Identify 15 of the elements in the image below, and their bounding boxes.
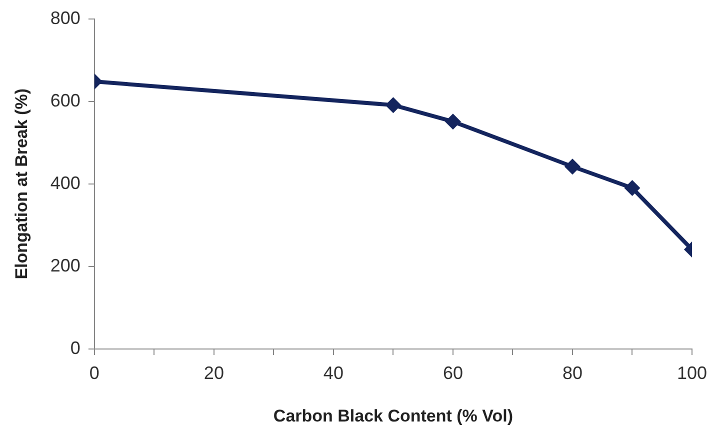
y-tick-label: 0 — [70, 338, 80, 358]
y-axis-title: Elongation at Break (%) — [12, 88, 31, 280]
y-tick-label: 800 — [50, 8, 80, 28]
x-tick-label: 60 — [442, 362, 463, 383]
point — [385, 97, 402, 114]
x-axis-title: Carbon Black Content (% Vol) — [273, 406, 514, 426]
y-tick-label: 400 — [50, 172, 80, 193]
x-tick-label: 80 — [562, 362, 582, 383]
x-tick-label: 0 — [89, 362, 100, 383]
y-tick-label: 600 — [50, 90, 80, 110]
x-tick-label: 100 — [676, 362, 708, 383]
x-tick-label: 40 — [323, 362, 344, 383]
x-tick-label: 20 — [204, 362, 224, 383]
y-tick-label: 200 — [50, 255, 80, 276]
point — [444, 114, 461, 130]
